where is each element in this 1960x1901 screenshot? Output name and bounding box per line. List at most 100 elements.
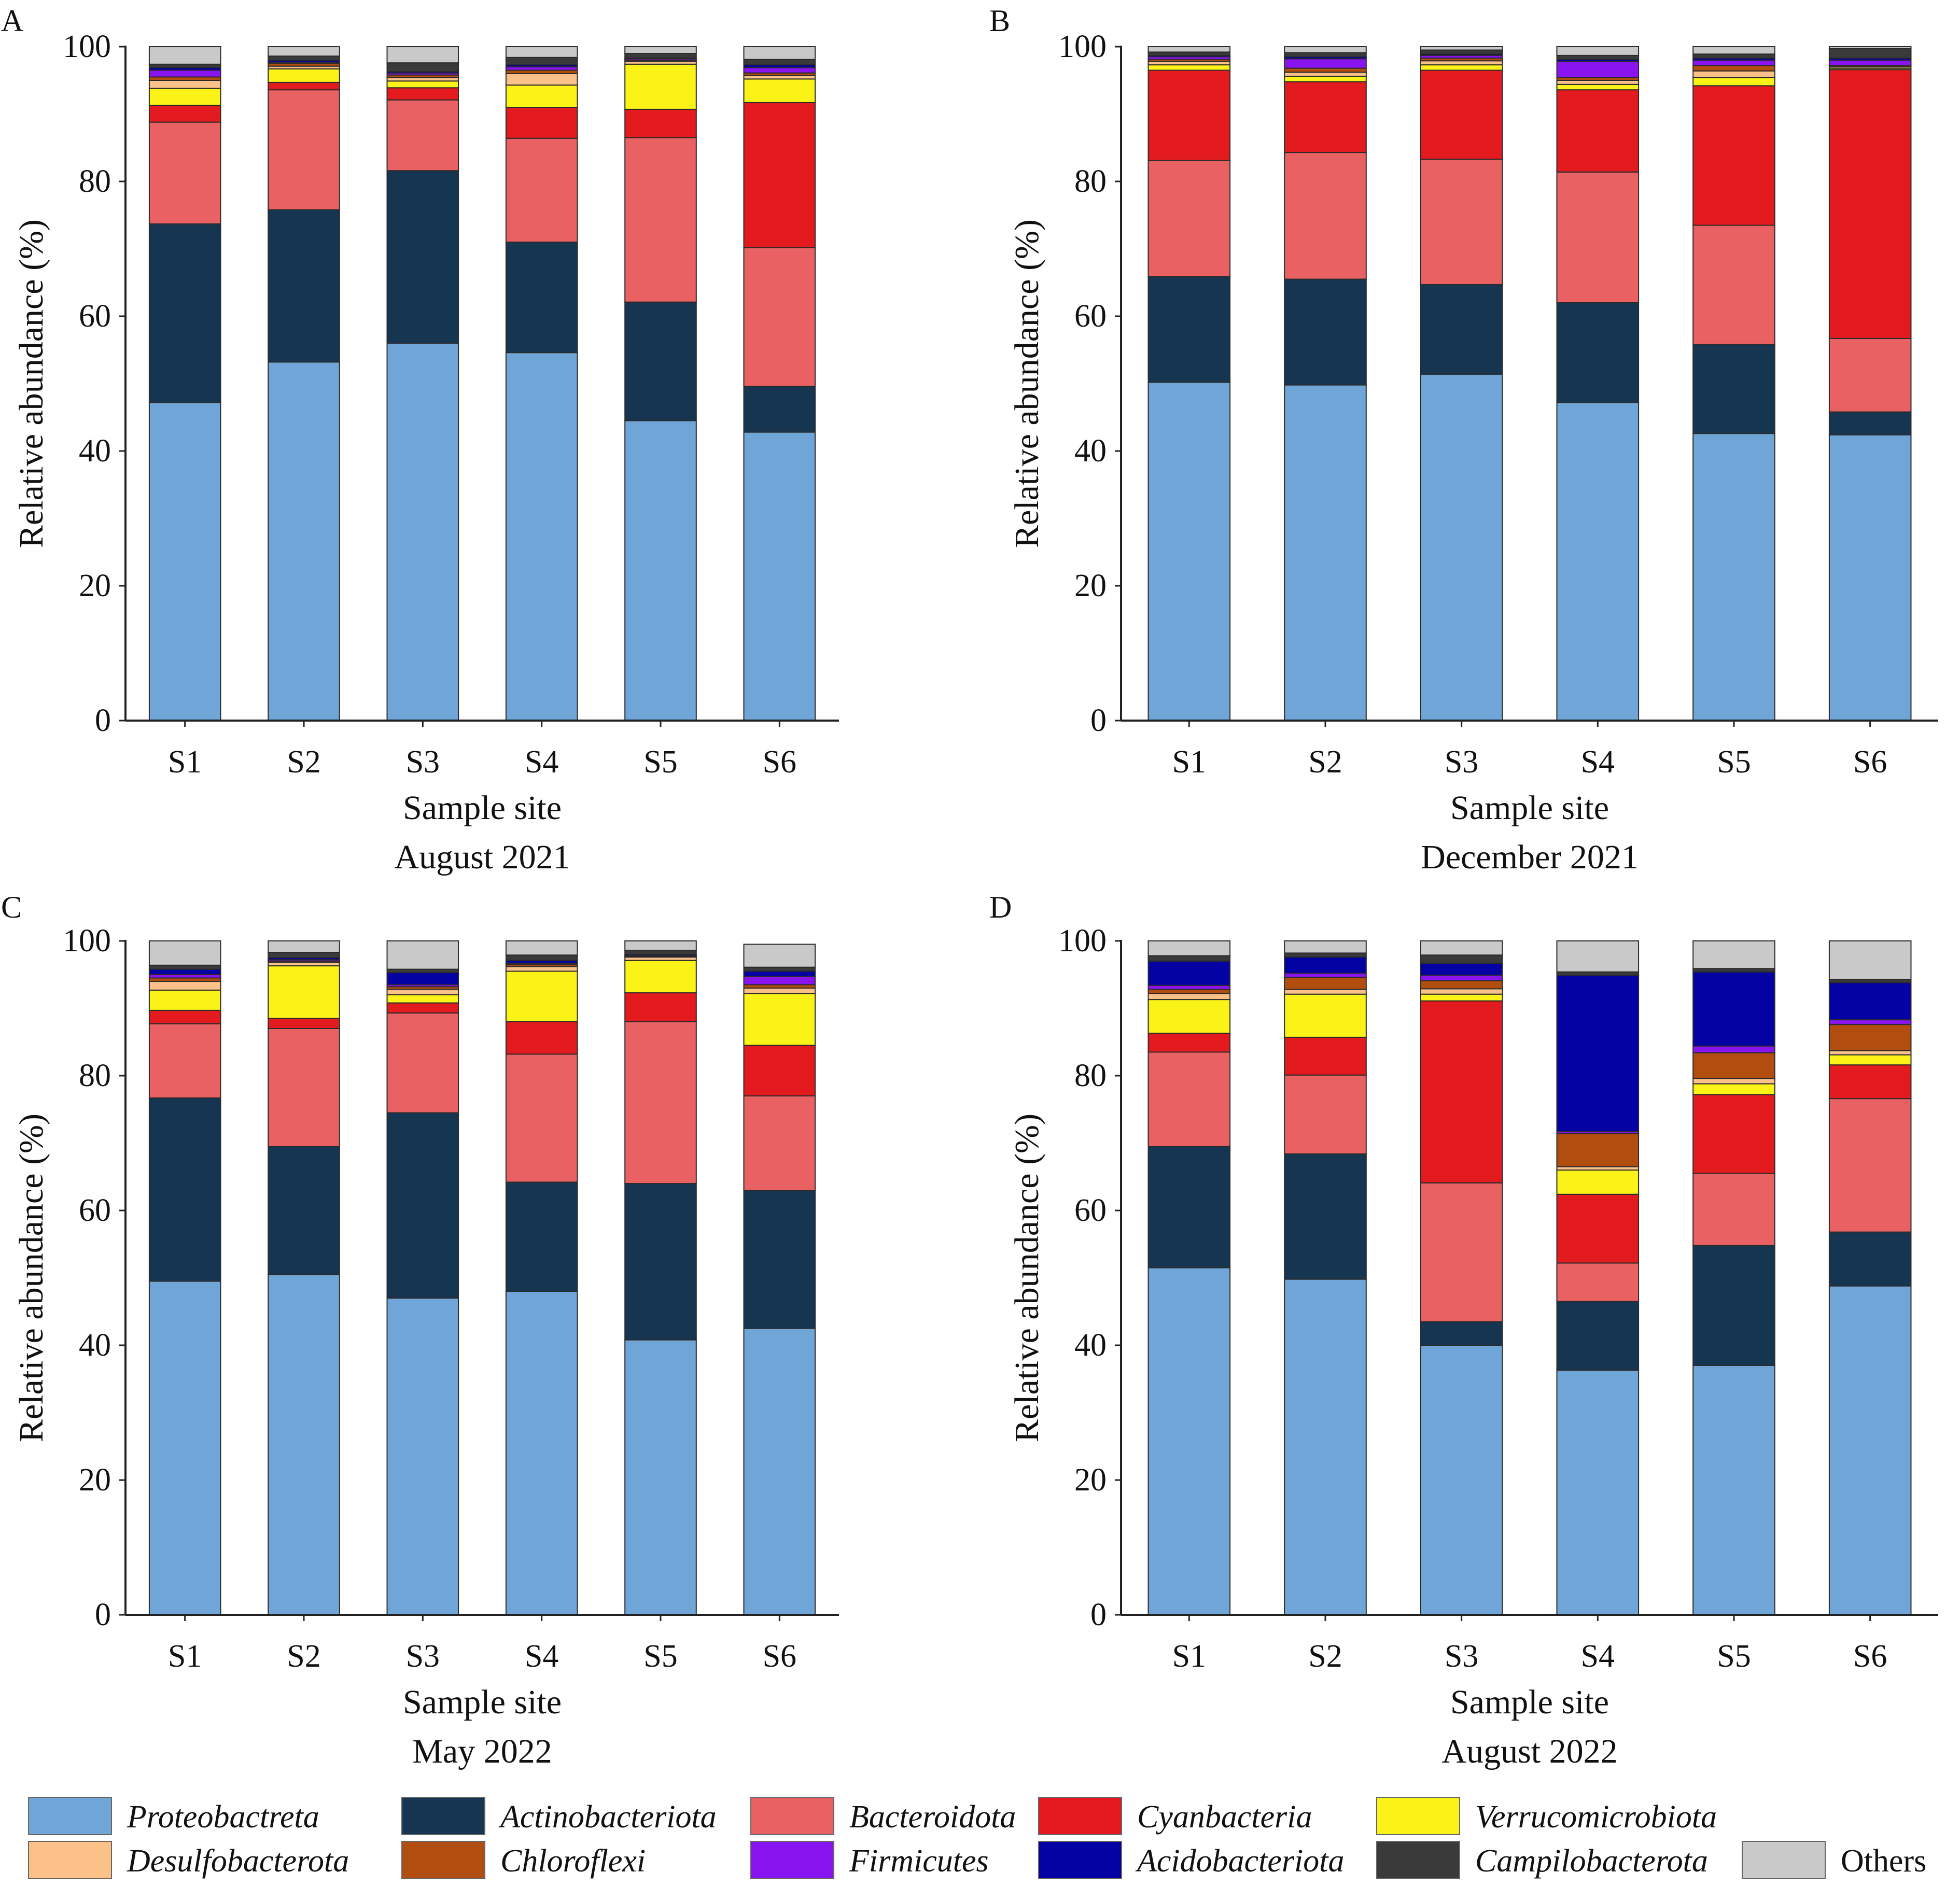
legend-item-bacteroidota: Bacteroidota xyxy=(750,1797,1016,1835)
bar-segment xyxy=(268,1018,340,1029)
bar-segment xyxy=(1828,337,1912,413)
bar-segment xyxy=(268,89,340,210)
x-tick-label: S5 xyxy=(1717,1639,1751,1674)
legend-swatch xyxy=(1742,1841,1826,1879)
bar-segment xyxy=(1147,961,1231,986)
panel-c: C S1 S2 S3 S4 S5 S6 0 20 40 60 80 100 Relative abunda… xyxy=(1,890,839,1770)
y-tick-label: 100 xyxy=(1058,923,1107,959)
legend-item-acidobacteriota: Acidobacteriota xyxy=(1038,1841,1344,1879)
bar-segment xyxy=(1284,384,1367,721)
bar-segment xyxy=(743,1045,816,1096)
bar-segment xyxy=(148,1009,221,1024)
bar-segment xyxy=(1420,49,1503,55)
bar-segment xyxy=(1284,81,1367,153)
y-tick-label: 40 xyxy=(79,433,111,469)
bar-segment xyxy=(148,69,221,78)
bar-segment xyxy=(268,952,340,959)
bar-segment xyxy=(624,301,697,421)
bar-segment xyxy=(1420,159,1503,285)
bar-segment xyxy=(268,1028,340,1147)
bar-segment xyxy=(1284,72,1367,77)
bar-segment xyxy=(268,361,340,721)
bar-segment xyxy=(1420,980,1503,990)
bar-segment xyxy=(1692,344,1775,434)
panel-d: D S1 S2 S3 S4 S5 S6 0 20 40 60 80 100 Relative abunda… xyxy=(989,890,1938,1770)
bar-segment xyxy=(1420,988,1503,995)
bar-segment xyxy=(1284,973,1367,978)
y-tick-label: 20 xyxy=(1074,1462,1107,1498)
x-tick-label: S1 xyxy=(168,1639,202,1674)
bar-segment xyxy=(743,988,816,994)
y-tick-label: 60 xyxy=(79,299,111,334)
bar-segment xyxy=(743,944,816,968)
bar-segment xyxy=(386,989,459,995)
bar-segment xyxy=(1420,962,1503,976)
bar-segment xyxy=(1556,302,1640,403)
bar-segment xyxy=(1692,85,1775,226)
legend-swatch xyxy=(1038,1841,1122,1879)
bar-segment xyxy=(1147,999,1231,1034)
x-tick-label: S2 xyxy=(1308,1639,1342,1674)
y-tick-label: 0 xyxy=(1090,1597,1107,1632)
bar-segment xyxy=(505,85,578,108)
x-axis-title: Sample site xyxy=(1450,789,1609,827)
bar-segment xyxy=(1828,48,1912,59)
legend-item-campilobacterota: Campilobacterota xyxy=(1376,1841,1708,1879)
bar-segment xyxy=(1556,83,1640,91)
x-tick-label: S3 xyxy=(1445,1639,1478,1674)
bar-segment xyxy=(1692,53,1775,59)
bar-segment xyxy=(505,1053,578,1183)
bar-segment xyxy=(1420,284,1503,375)
bar-segment xyxy=(1692,1094,1775,1174)
bar-segment xyxy=(1692,224,1775,345)
bar-segment xyxy=(1556,80,1640,85)
bar-segment xyxy=(1556,89,1640,173)
x-tick-label: S5 xyxy=(1717,744,1751,780)
y-tick-label: 0 xyxy=(95,1597,111,1632)
bar-segment xyxy=(743,970,816,977)
panel-a: A S1 S2 S3 S4 S5 S6 0 20 40 60 80 100 Relative abunda… xyxy=(1,4,839,876)
x-axis-title: Sample site xyxy=(403,789,562,827)
bar-segment xyxy=(1692,1173,1775,1246)
panel-period-title: December 2021 xyxy=(1421,838,1639,876)
bar-segment xyxy=(743,1190,816,1329)
bar-segment xyxy=(1556,402,1640,721)
bar-segment xyxy=(148,402,221,721)
bar-segment xyxy=(743,431,816,721)
legend-label: Others xyxy=(1841,1843,1926,1879)
bar-segment xyxy=(386,940,459,970)
bar-segment xyxy=(1556,171,1640,303)
bar-segment xyxy=(268,68,340,83)
bar-segment xyxy=(1556,1133,1640,1167)
bar-segment xyxy=(1147,989,1231,994)
bar-segment xyxy=(148,121,221,224)
legend-item-verrucomicrobiota: Verrucomicrobiota xyxy=(1376,1797,1717,1835)
legend-label: Acidobacteriota xyxy=(1135,1843,1344,1879)
x-tick-label: S6 xyxy=(1853,1639,1887,1674)
x-axis-title: Sample site xyxy=(1450,1683,1609,1721)
bar-segment xyxy=(268,55,340,61)
bar-segment xyxy=(1828,1098,1912,1233)
bar-segment xyxy=(148,968,221,975)
y-axis-title: Relative abundance (%) xyxy=(12,1114,50,1442)
legend-label: Actinobacteriota xyxy=(498,1799,717,1835)
legend-label: Campilobacterota xyxy=(1475,1843,1708,1879)
x-tick-label: S5 xyxy=(643,744,677,780)
bar-segment xyxy=(1147,1146,1231,1269)
y-tick-label: 20 xyxy=(1074,568,1107,603)
bar-segment xyxy=(386,1012,459,1114)
x-tick-label: S1 xyxy=(168,744,202,780)
x-tick-label: S6 xyxy=(1853,744,1887,780)
bar-segment xyxy=(624,108,697,138)
y-tick-label: 100 xyxy=(1058,29,1107,64)
legend-label: Verrucomicrobiota xyxy=(1475,1799,1717,1835)
panel-letter: D xyxy=(989,890,1012,924)
bar-segment xyxy=(1828,411,1912,435)
y-tick-label: 40 xyxy=(1074,1328,1107,1363)
bar-segment xyxy=(743,247,816,387)
bar-segment xyxy=(1420,46,1503,51)
legend-swatch xyxy=(401,1797,485,1835)
y-tick-label: 100 xyxy=(63,923,111,959)
legend-item-chloroflexi: Chloroflexi xyxy=(401,1841,646,1879)
bar-segment xyxy=(624,63,697,110)
